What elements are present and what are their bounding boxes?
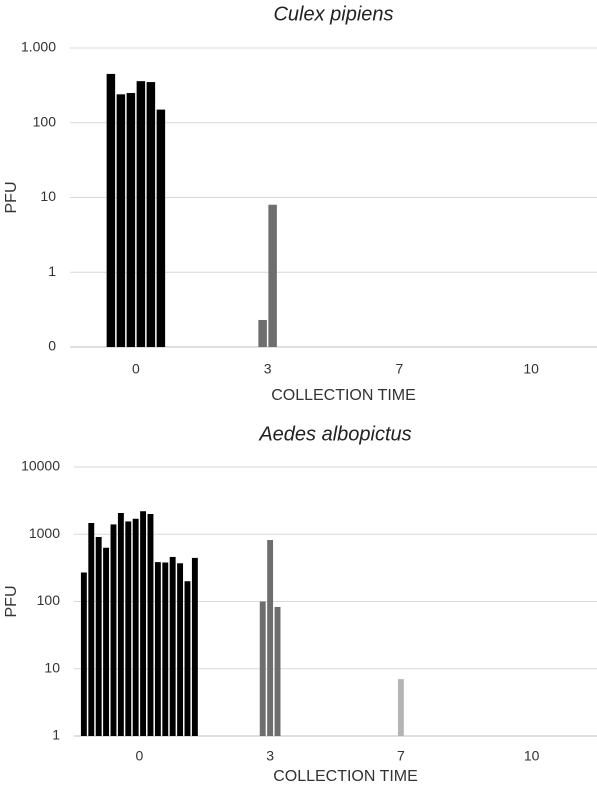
bar <box>397 679 404 736</box>
y-tick-label: 100 <box>37 592 61 608</box>
bar <box>162 562 169 736</box>
bar <box>88 522 95 736</box>
y-axis-title: PFU <box>3 586 20 618</box>
y-tick-label: 10 <box>40 188 56 204</box>
bar <box>132 518 139 736</box>
bar <box>154 562 161 736</box>
x-tick-label: 0 <box>132 361 140 377</box>
bar <box>125 521 132 736</box>
y-tick-label: 1 <box>48 263 56 279</box>
y-tick-label: 10000 <box>21 458 60 474</box>
y-tick-label: 1.000 <box>21 39 56 55</box>
bar <box>106 73 116 347</box>
y-tick-label: 1 <box>52 727 60 743</box>
bar <box>95 537 102 736</box>
x-tick-label: 3 <box>266 748 274 764</box>
bar <box>116 94 126 347</box>
bar <box>147 514 154 736</box>
y-tick-label: 1000 <box>29 525 60 541</box>
bar <box>259 601 266 736</box>
bar <box>156 109 166 347</box>
bar <box>146 82 156 347</box>
bar <box>80 572 87 736</box>
y-tick-label: 100 <box>33 113 57 129</box>
bar <box>117 513 124 736</box>
bar <box>126 93 136 347</box>
bar <box>274 606 281 736</box>
bar <box>136 81 146 348</box>
bar <box>110 524 117 736</box>
bar <box>191 557 198 736</box>
x-tick-label: 3 <box>264 361 272 377</box>
chart-title: Culex pipiens <box>273 3 393 25</box>
x-axis-title: COLLECTION TIME <box>273 768 418 785</box>
x-tick-label: 0 <box>135 748 143 764</box>
x-tick-label: 10 <box>524 748 540 764</box>
x-tick-label: 7 <box>397 748 405 764</box>
bar <box>140 511 147 736</box>
bar <box>184 581 191 736</box>
x-tick-label: 7 <box>395 361 403 377</box>
bar <box>103 547 110 736</box>
bar <box>267 540 274 736</box>
y-tick-label: 0 <box>48 338 56 354</box>
x-axis-title: COLLECTION TIME <box>271 387 416 404</box>
y-tick-label: 10 <box>44 659 60 675</box>
bar <box>268 204 277 347</box>
y-axis-title: PFU <box>3 182 20 214</box>
chart-title: Aedes albopictus <box>258 423 411 445</box>
bar <box>177 563 184 736</box>
bar <box>258 319 267 347</box>
x-tick-label: 10 <box>523 361 539 377</box>
bar <box>169 556 176 736</box>
